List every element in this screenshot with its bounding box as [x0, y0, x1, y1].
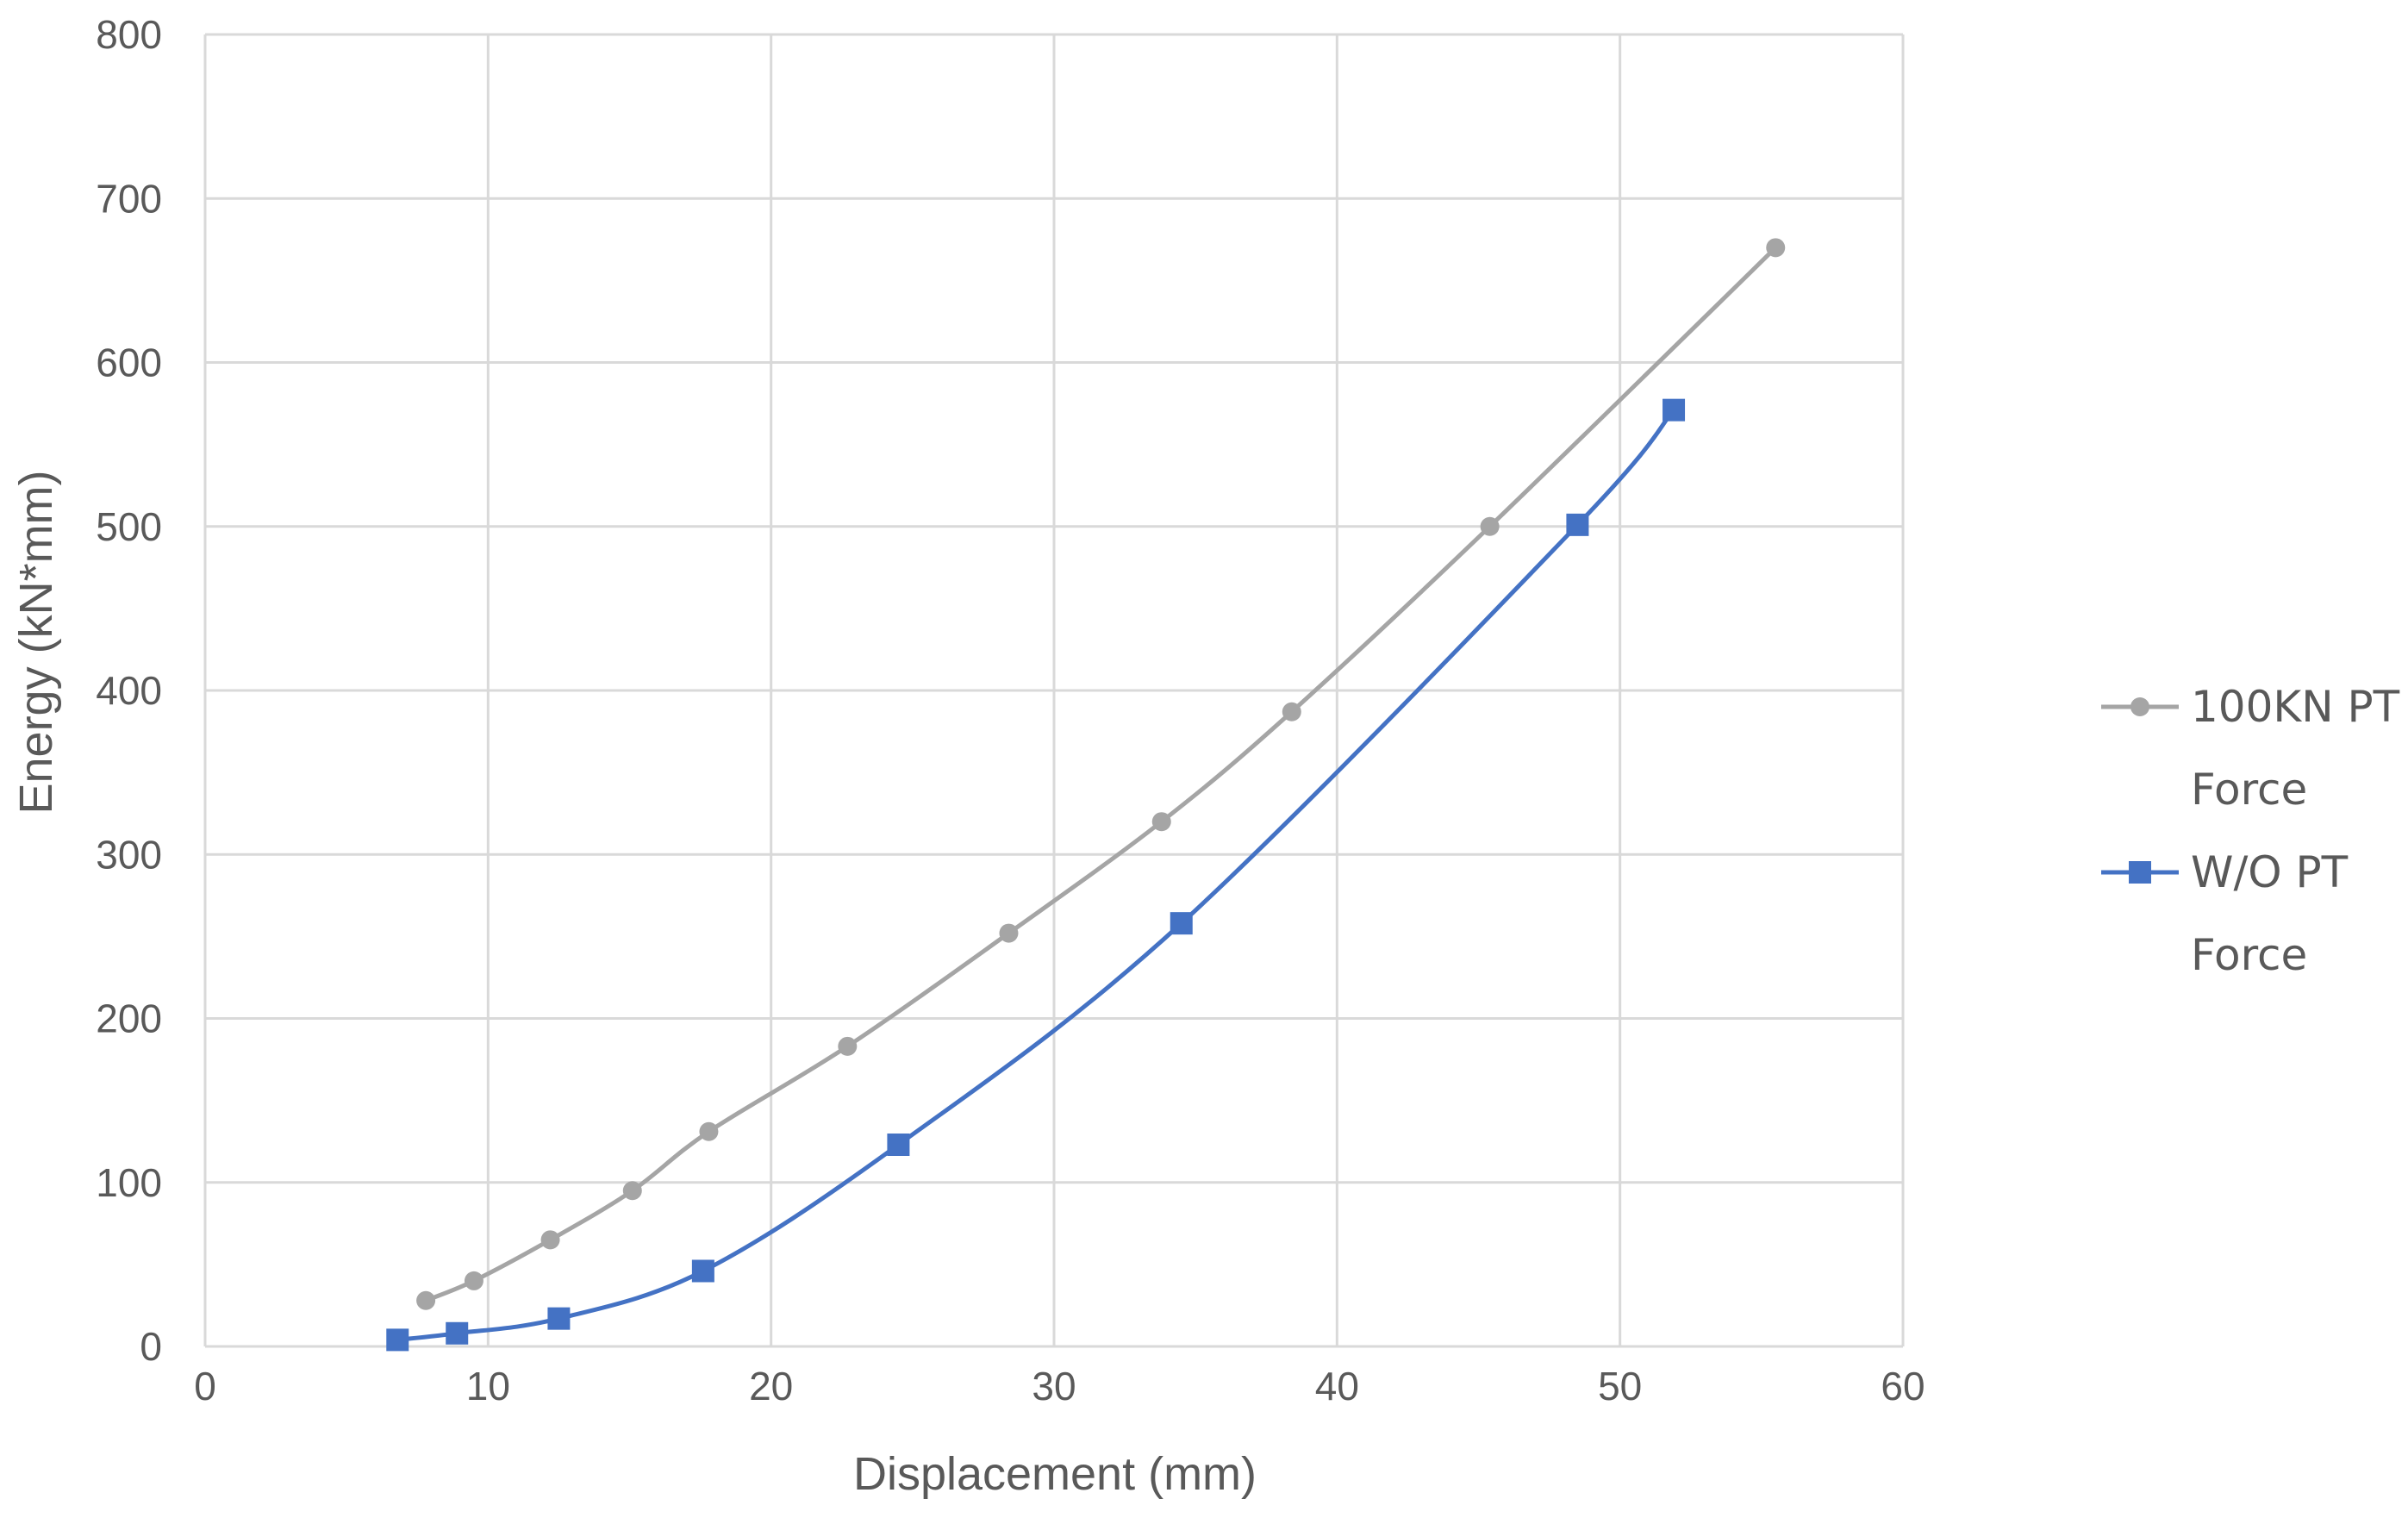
x-axis-title: Displacement (mm)	[853, 1448, 1257, 1500]
y-tick-label: 700	[96, 176, 162, 221]
data-point	[386, 1328, 409, 1352]
data-point	[1282, 702, 1301, 721]
legend-item: W/O PT Force	[2101, 847, 2349, 980]
series	[386, 238, 1786, 1352]
series-line	[395, 408, 1676, 1342]
x-tick-label: 60	[1881, 1364, 1925, 1408]
series-no-pt-force	[386, 398, 1686, 1352]
legend-marker	[2130, 697, 2149, 716]
data-point	[999, 923, 1019, 943]
data-point	[1663, 398, 1686, 422]
data-point	[691, 1259, 714, 1283]
y-tick-label: 600	[96, 340, 162, 385]
data-point	[446, 1321, 469, 1345]
legend-label-line: 100KN PT	[2191, 682, 2400, 732]
data-point	[464, 1271, 483, 1290]
data-point	[887, 1133, 910, 1156]
series-line	[423, 245, 1778, 1303]
y-tick-label: 300	[96, 832, 162, 877]
x-tick-label: 50	[1598, 1364, 1642, 1408]
legend-marker	[2129, 861, 2151, 884]
data-point	[1766, 238, 1786, 258]
x-tick-label: 0	[194, 1364, 216, 1408]
legend-item: 100KN PT Force	[2101, 682, 2400, 815]
data-point	[1480, 516, 1500, 536]
legend-label-line: Force	[2191, 765, 2307, 815]
legend-label: 100KN PT Force	[2191, 682, 2400, 815]
data-point	[416, 1290, 436, 1310]
data-point	[622, 1181, 642, 1201]
data-point	[699, 1121, 719, 1141]
y-tick-label: 400	[96, 668, 162, 713]
data-point	[540, 1230, 560, 1250]
data-point	[1566, 513, 1589, 536]
x-tick-label: 20	[749, 1364, 793, 1408]
y-tick-label: 800	[96, 12, 162, 57]
data-point	[547, 1307, 571, 1330]
data-point	[1151, 812, 1171, 832]
data-point	[838, 1036, 858, 1056]
legend-label-line: W/O PT	[2191, 847, 2349, 897]
legend-label: W/O PT Force	[2191, 847, 2349, 980]
data-point	[1170, 912, 1193, 935]
y-tick-label: 200	[96, 996, 162, 1041]
legend: 100KN PT Force W/O PT Force	[2101, 682, 2400, 980]
y-tick-label: 100	[96, 1160, 162, 1205]
y-tick-label: 0	[140, 1324, 162, 1369]
y-axis-title: Energy (kN*mm)	[10, 470, 62, 814]
series-pt-force	[416, 238, 1786, 1310]
x-tick-label: 10	[466, 1364, 510, 1408]
legend-label-line: Force	[2191, 930, 2307, 980]
tick-labels: 0 100 200 300 400 500 600 700 800 0 10 20 30 40 50 60	[96, 12, 1925, 1408]
gridlines	[203, 33, 1905, 1348]
x-tick-label: 40	[1315, 1364, 1359, 1408]
y-tick-label: 500	[96, 504, 162, 549]
x-tick-label: 30	[1032, 1364, 1076, 1408]
